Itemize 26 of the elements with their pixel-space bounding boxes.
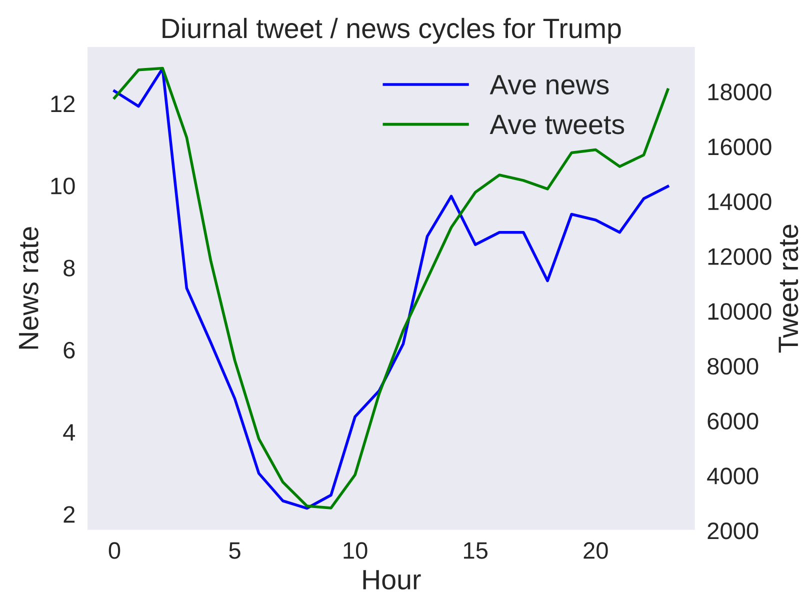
y-tick-label: 12 bbox=[51, 95, 75, 112]
y-tick-label: 10 bbox=[51, 178, 75, 194]
y2-tick-label: 2000 bbox=[708, 522, 758, 540]
y2-tick-label: 6000 bbox=[708, 412, 758, 430]
y2-tick-label: 10000 bbox=[708, 303, 772, 320]
y2-tick-label: 12000 bbox=[708, 248, 772, 265]
y-axis-title: News rate bbox=[19, 227, 38, 349]
x-tick-label: 10 bbox=[344, 542, 368, 559]
y-tick-label: 2 bbox=[64, 506, 75, 523]
y-tick-label: 8 bbox=[64, 260, 75, 276]
y2-tick-label: 8000 bbox=[708, 358, 758, 375]
y2-tick-label: 16000 bbox=[708, 138, 772, 156]
y2-axis-title: Tweet rate bbox=[778, 224, 798, 353]
x-tick-label: 5 bbox=[229, 542, 240, 559]
x-tick-label: 15 bbox=[464, 542, 488, 559]
chart-title: Diurnal tweet / news cycles for Trump bbox=[162, 18, 621, 44]
x-axis-title: Hour bbox=[363, 570, 421, 590]
y-tick-label: 4 bbox=[63, 424, 76, 440]
legend-label: Ave news bbox=[490, 75, 609, 95]
x-tick-label: 0 bbox=[108, 542, 120, 559]
x-tick-label: 20 bbox=[584, 542, 608, 559]
y2-tick-label: 18000 bbox=[708, 84, 772, 100]
y-tick-label: 6 bbox=[64, 342, 75, 359]
y2-tick-label: 4000 bbox=[707, 468, 758, 484]
y2-tick-label: 14000 bbox=[708, 193, 772, 210]
legend-label: Ave tweets bbox=[490, 114, 624, 134]
